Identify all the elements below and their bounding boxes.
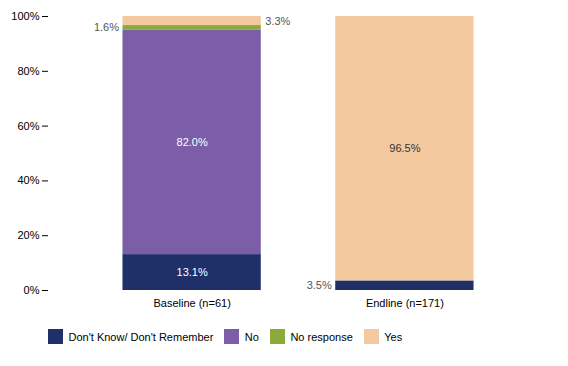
svg-text:13.1%: 13.1% <box>177 266 208 278</box>
svg-text:0%: 0% <box>24 284 40 296</box>
svg-text:20%: 20% <box>17 229 39 241</box>
svg-text:3.5%: 3.5% <box>307 279 332 291</box>
html-text:No response: No response <box>290 330 353 343</box>
svg-text:96.5%: 96.5% <box>389 142 420 154</box>
html-text:Yes: Yes <box>384 330 403 343</box>
svg-text:3.3%: 3.3% <box>265 15 290 27</box>
svg-text:100%: 100% <box>11 10 39 22</box>
svg-text:60%: 60% <box>17 120 39 132</box>
svg-text:82.0%: 82.0% <box>177 136 208 148</box>
svg-text:80%: 80% <box>17 65 39 77</box>
svg-text:40%: 40% <box>17 174 39 186</box>
svg-text:Baseline (n=61): Baseline (n=61) <box>153 297 230 309</box>
html-text:Don't Know/ Don't Remember: Don't Know/ Don't Remember <box>68 330 214 343</box>
svg-text:Endline (n=171): Endline (n=171) <box>366 297 444 309</box>
svg-text:1.6%: 1.6% <box>94 21 119 33</box>
html-text:No: No <box>244 330 259 343</box>
